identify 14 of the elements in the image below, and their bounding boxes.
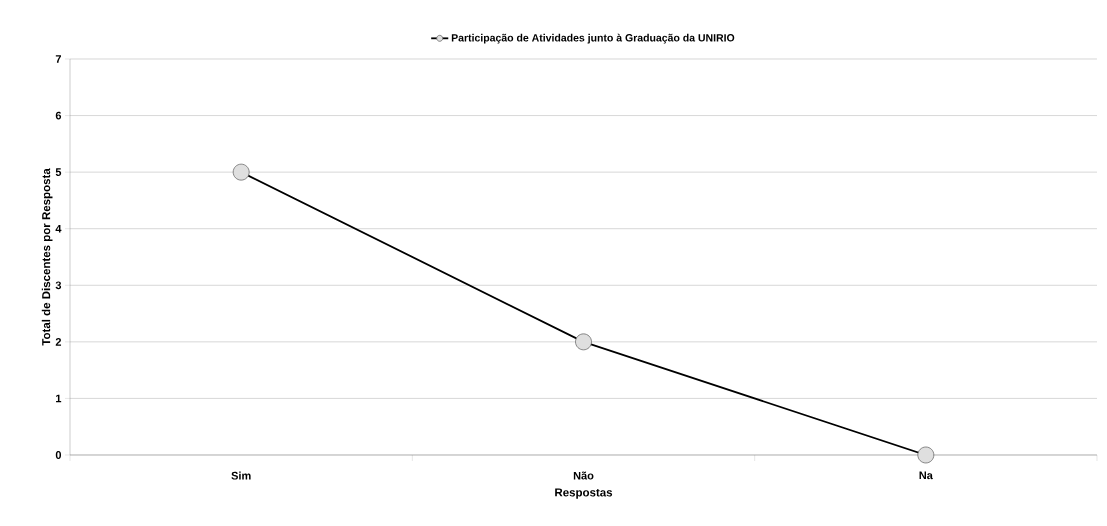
y-tick-label: 3	[55, 281, 62, 290]
y-axis-title: Total de Discentes por Resposta	[41, 168, 53, 346]
x-tick-label: Sim	[231, 471, 251, 480]
y-tick-label: 6	[55, 111, 62, 120]
y-tick-label: 2	[55, 338, 62, 346]
y-tick-label: 4	[55, 224, 62, 233]
y-tick-label: 5	[55, 168, 62, 176]
x-axis-title: Respostas	[555, 488, 613, 499]
y-tick-label: 0	[55, 451, 62, 459]
y-tick-label: 1	[56, 394, 62, 403]
x-tick-label: Na	[919, 471, 933, 480]
x-tick-label: Não	[573, 471, 594, 480]
y-tick-label: 7	[55, 55, 61, 63]
legend-label: Participação de Atividades junto à Graduação da UNIRIO	[451, 33, 735, 44]
